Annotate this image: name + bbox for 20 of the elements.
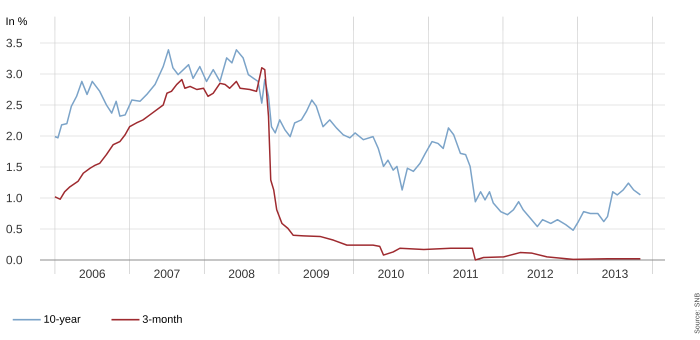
y-axis-title: In % [6, 17, 28, 26]
x-tick-label: 2010 [378, 270, 404, 278]
legend-label: 10-year [44, 315, 80, 325]
x-tick-label: 2009 [304, 270, 330, 278]
y-tick-label: 3.5 [6, 38, 22, 48]
y-tick-label: 2.0 [6, 132, 22, 140]
x-tick-label: 2011 [453, 270, 478, 278]
x-tick-label: 2007 [154, 270, 180, 278]
x-tick-label: 2013 [602, 270, 628, 278]
y-tick-label: 0.0 [6, 256, 22, 264]
legend-label: 3-month [142, 314, 182, 323]
x-tick-label: 2012 [528, 270, 553, 278]
y-tick-label: 1.0 [6, 194, 22, 202]
y-tick-label: 3.0 [6, 70, 22, 78]
line-series [54, 49, 642, 231]
x-tick-label: 2008 [228, 270, 254, 278]
y-tick-label: 1.5 [6, 162, 22, 172]
y-tick-label: 0.5 [6, 224, 22, 234]
x-tick-label: 2006 [80, 270, 106, 278]
y-tick-label: 2.5 [6, 100, 22, 110]
